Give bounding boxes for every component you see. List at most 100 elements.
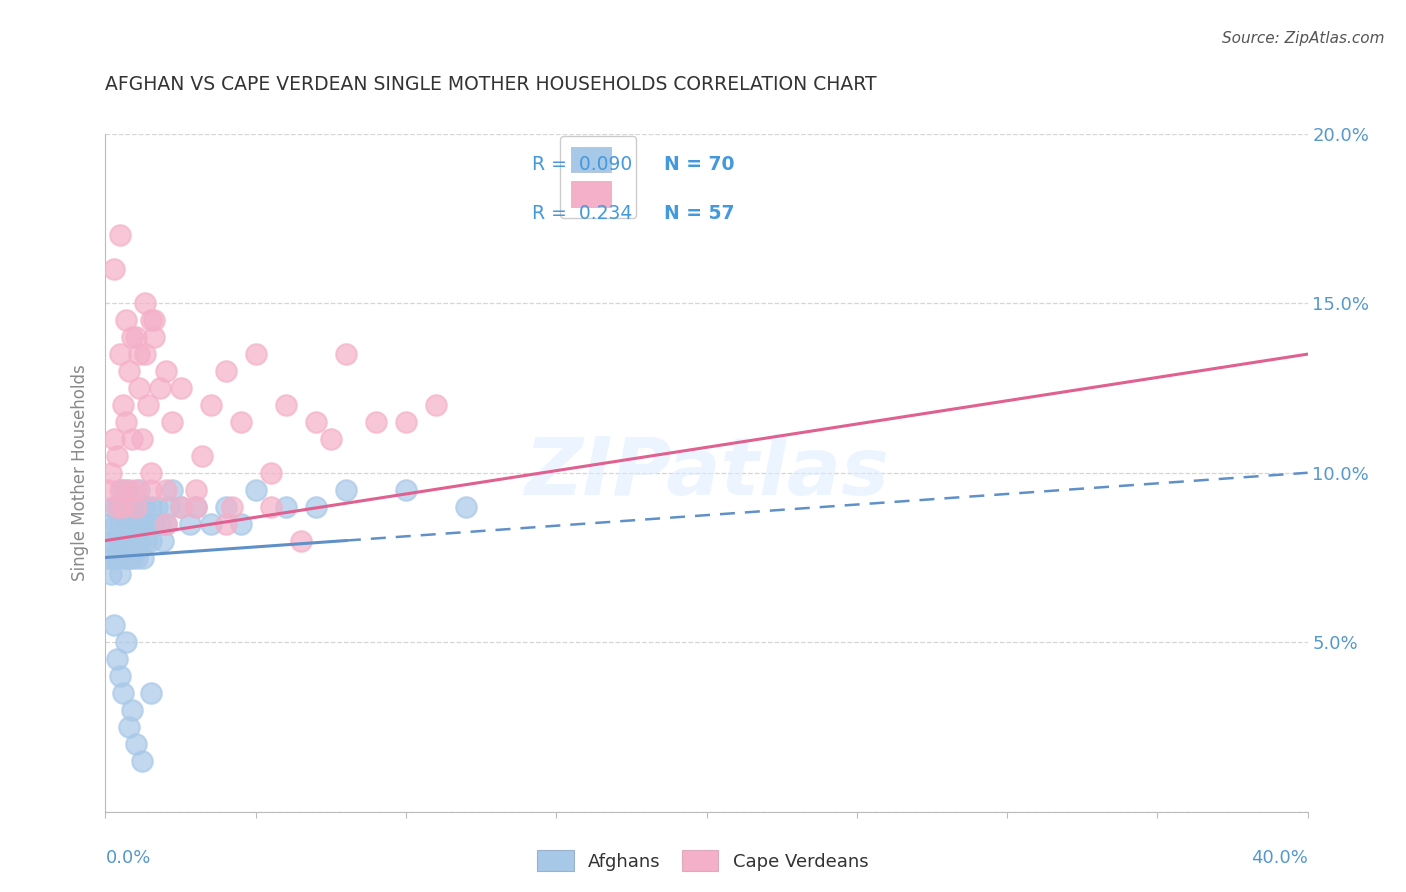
Point [101, 500, 124, 514]
Point [155, 483, 177, 497]
Point [121, 703, 143, 717]
Point [152, 533, 174, 548]
Point [214, 364, 236, 378]
Point [395, 483, 418, 497]
Y-axis label: Single Mother Households: Single Mother Households [72, 365, 90, 581]
Point [114, 550, 136, 565]
Point [395, 415, 418, 429]
Point [335, 483, 357, 497]
Point [142, 313, 165, 327]
Point [117, 500, 139, 514]
Legend: , : , [561, 136, 637, 218]
Point [184, 500, 207, 514]
Point [139, 466, 162, 480]
Point [425, 398, 447, 412]
Point [121, 550, 143, 565]
Point [245, 483, 267, 497]
Point [142, 516, 165, 531]
Point [148, 381, 170, 395]
Point [142, 330, 165, 344]
Text: ZIPatlas: ZIPatlas [524, 434, 889, 512]
Point [125, 550, 148, 565]
Text: N = 57: N = 57 [665, 204, 735, 223]
Point [136, 516, 159, 531]
Point [134, 296, 156, 310]
Point [110, 483, 132, 497]
Point [104, 516, 127, 531]
Point [135, 533, 157, 548]
Point [121, 432, 143, 446]
Point [103, 618, 125, 632]
Point [148, 516, 170, 531]
Point [112, 500, 135, 514]
Point [155, 516, 177, 531]
Point [115, 313, 138, 327]
Point [98, 533, 121, 548]
Point [100, 466, 122, 480]
Point [121, 500, 143, 514]
Point [456, 500, 478, 514]
Point [274, 500, 297, 514]
Point [118, 720, 141, 734]
Point [184, 483, 207, 497]
Point [155, 364, 177, 378]
Point [214, 500, 236, 514]
Point [107, 550, 129, 565]
Point [305, 415, 328, 429]
Point [124, 500, 146, 514]
Point [214, 516, 236, 531]
Point [128, 347, 150, 361]
Point [160, 415, 183, 429]
Point [131, 432, 153, 446]
Point [131, 754, 153, 768]
Legend: Afghans, Cape Verdeans: Afghans, Cape Verdeans [530, 843, 876, 879]
Point [118, 550, 141, 565]
Point [274, 398, 297, 412]
Point [139, 500, 162, 514]
Text: 0.0%: 0.0% [105, 849, 150, 867]
Point [139, 686, 162, 700]
Point [121, 330, 143, 344]
Point [100, 516, 122, 531]
Point [112, 686, 135, 700]
Point [124, 500, 146, 514]
Point [112, 533, 135, 548]
Point [107, 500, 129, 514]
Point [110, 516, 132, 531]
Point [290, 533, 312, 548]
Point [103, 432, 125, 446]
Point [107, 449, 129, 463]
Point [128, 381, 150, 395]
Point [112, 500, 135, 514]
Point [221, 500, 243, 514]
Point [139, 313, 162, 327]
Point [134, 500, 156, 514]
Point [319, 432, 342, 446]
Point [169, 381, 191, 395]
Point [229, 415, 252, 429]
Point [124, 330, 146, 344]
Point [124, 533, 146, 548]
Point [157, 500, 180, 514]
Point [179, 516, 201, 531]
Point [118, 516, 141, 531]
Point [118, 364, 141, 378]
Point [200, 398, 222, 412]
Point [134, 347, 156, 361]
Point [107, 500, 129, 514]
Point [97, 483, 120, 497]
Point [128, 483, 150, 497]
Text: N = 70: N = 70 [665, 155, 735, 174]
Point [128, 516, 150, 531]
Point [103, 262, 125, 277]
Point [122, 516, 145, 531]
Point [124, 483, 146, 497]
Point [169, 500, 191, 514]
Point [160, 483, 183, 497]
Point [364, 415, 387, 429]
Point [110, 347, 132, 361]
Point [335, 347, 357, 361]
Point [136, 398, 159, 412]
Point [229, 516, 252, 531]
Point [107, 652, 129, 666]
